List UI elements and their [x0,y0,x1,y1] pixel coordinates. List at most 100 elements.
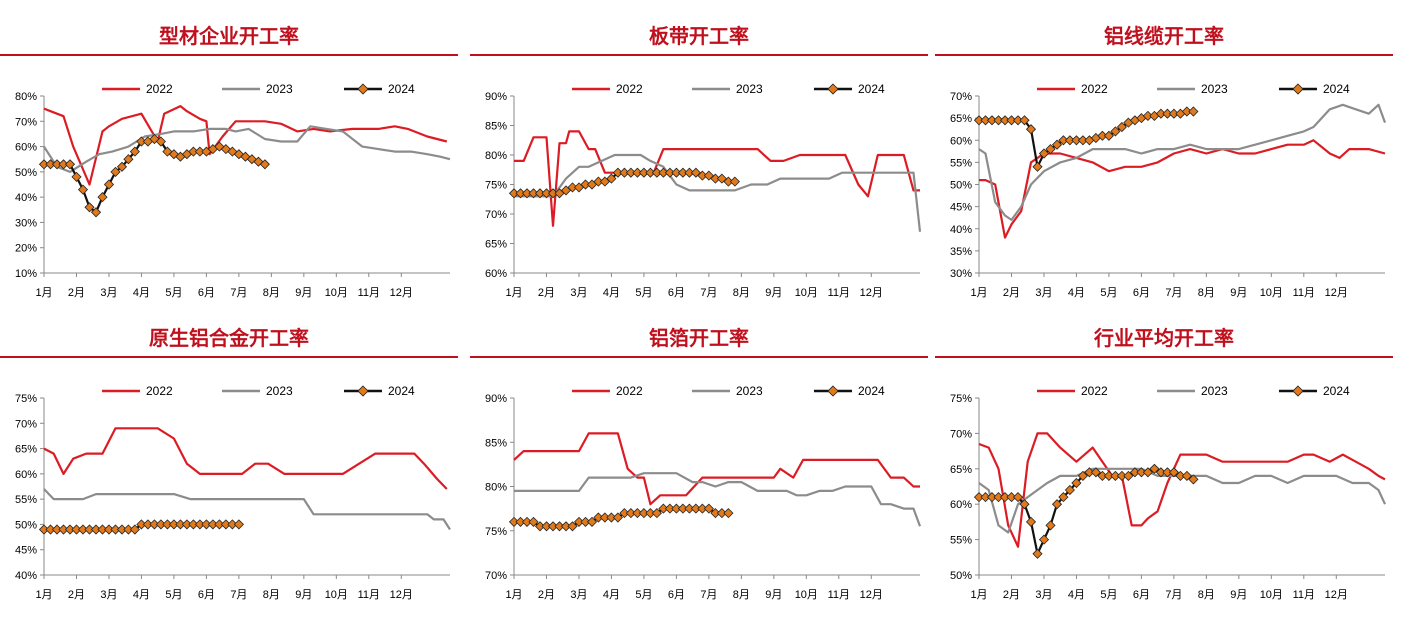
series-line-2022 [978,432,1386,548]
title-underline [935,54,1393,56]
legend-item-2024: 2024 [344,384,415,398]
series-line-2023 [43,125,451,173]
data-point-2024 [1064,484,1075,496]
y-tick-label: 70% [950,91,972,103]
x-tick-label: 6月 [668,589,685,601]
data-point-2024 [586,516,598,527]
data-point-2024 [723,508,734,519]
y-tick-label: 55% [950,157,972,169]
x-tick-label: 11月 [1293,589,1315,601]
legend-label: 2023 [1201,82,1228,96]
data-point-2024 [1019,499,1030,510]
x-tick-label: 6月 [198,287,215,299]
legend-item-2022: 2022 [1037,384,1108,398]
x-tick-label: 8月 [263,287,280,299]
x-tick-label: 1月 [35,287,52,299]
legend-label: 2024 [858,384,885,398]
legend-label: 2024 [388,384,415,398]
panel-alloy: 原生铝合金开工率 40% 45% 50% 55% 60% 65% 70% 75% 1月 2月 3月 4… [0,302,458,601]
x-tick-label: 10月 [1260,287,1283,299]
x-tick-label: 5月 [165,589,182,601]
x-tick-label: 12月 [1325,287,1348,299]
data-point-2024 [84,202,95,213]
legend-label: 2024 [858,82,885,96]
y-tick-label: 90% [485,393,507,405]
y-tick-label: 60% [485,268,507,280]
y-tick-label: 35% [950,246,972,258]
chart-title: 型材企业开工率 [159,24,299,48]
x-tick-label: 12月 [1325,589,1348,601]
x-tick-label: 12月 [390,589,413,601]
y-tick-label: 40% [950,224,972,236]
x-tick-label: 4月 [1068,287,1085,299]
x-tick-label: 10月 [1260,589,1283,601]
title-underline [0,54,458,56]
x-tick-label: 1月 [505,589,522,601]
data-point-2024 [1032,548,1043,559]
data-point-2024 [1038,148,1050,159]
x-tick-label: 10月 [325,287,348,299]
x-tick-label: 6月 [668,287,685,299]
data-point-2024 [1110,126,1121,137]
y-tick-label: 75% [15,393,37,405]
chart-title: 原生铝合金开工率 [149,326,309,350]
x-tick-label: 6月 [1133,589,1150,601]
series-line-2022 [513,432,920,506]
x-tick-label: 2月 [1003,589,1020,601]
x-tick-label: 11月 [1293,287,1315,299]
legend-item-2022: 2022 [102,384,173,398]
panel-cable: 铝线缆开工率 30% 35% 40% 45% 50% 55% 60% 65% 70% 1月 2月 3月… [935,0,1393,299]
series-line-2023 [978,467,1387,534]
x-tick-label: 8月 [733,589,750,601]
legend-item-2023: 2023 [692,384,763,398]
data-point-2024 [1019,115,1030,126]
data-point-2024 [1168,467,1179,478]
legend-item-2022: 2022 [1037,82,1108,96]
x-tick-label: 9月 [295,287,312,299]
x-tick-label: 3月 [570,287,587,299]
y-tick-label: 80% [485,482,507,494]
data-point-2024 [1103,130,1114,141]
y-tick-label: 60% [15,142,37,154]
data-point-2024 [1188,474,1199,485]
x-tick-label: 4月 [603,589,620,601]
x-tick-label: 7月 [700,589,717,601]
y-tick-label: 70% [15,116,37,128]
x-tick-label: 10月 [325,589,348,601]
x-tick-label: 8月 [733,287,750,299]
legend-label: 2022 [1081,384,1108,398]
y-tick-label: 75% [485,526,507,538]
legend-label: 2023 [266,384,293,398]
y-tick-label: 85% [485,121,507,133]
x-tick-label: 11月 [358,589,380,601]
y-tick-label: 50% [950,180,972,192]
y-tick-label: 80% [485,150,507,162]
data-point-2024 [1025,124,1037,135]
legend-label: 2024 [1323,384,1350,398]
y-tick-label: 65% [485,239,507,251]
data-point-2024 [90,207,102,218]
data-point-2024 [1090,467,1101,478]
legend-item-2022: 2022 [572,384,643,398]
y-tick-label: 65% [950,113,972,125]
data-point-2024 [1045,144,1056,155]
chart-svg: 60% 65% 70% 75% 80% 85% 90% 1月 2月 3月 4月 5月 6月 7月 8月 9月 1… [485,82,922,299]
x-tick-label: 1月 [505,287,522,299]
x-tick-label: 3月 [1035,287,1052,299]
x-tick-label: 7月 [1165,589,1182,601]
x-tick-label: 2月 [1003,287,1020,299]
y-tick-label: 40% [15,570,37,582]
title-underline [470,356,928,358]
chart-title: 铝箔开工率 [649,326,749,350]
data-point-2024 [1038,534,1050,545]
data-point-2024 [64,159,76,170]
chart-svg: 40% 45% 50% 55% 60% 65% 70% 75% 1月 2月 3月 4月 5月 6月 7月 8月… [15,384,451,601]
x-tick-label: 5月 [635,287,652,299]
y-tick-label: 85% [485,437,507,449]
data-point-2024 [1123,470,1134,481]
data-point-2024 [606,173,617,184]
x-tick-label: 3月 [570,589,587,601]
x-tick-label: 1月 [970,287,987,299]
x-tick-label: 7月 [230,589,247,601]
y-tick-label: 70% [485,209,507,221]
